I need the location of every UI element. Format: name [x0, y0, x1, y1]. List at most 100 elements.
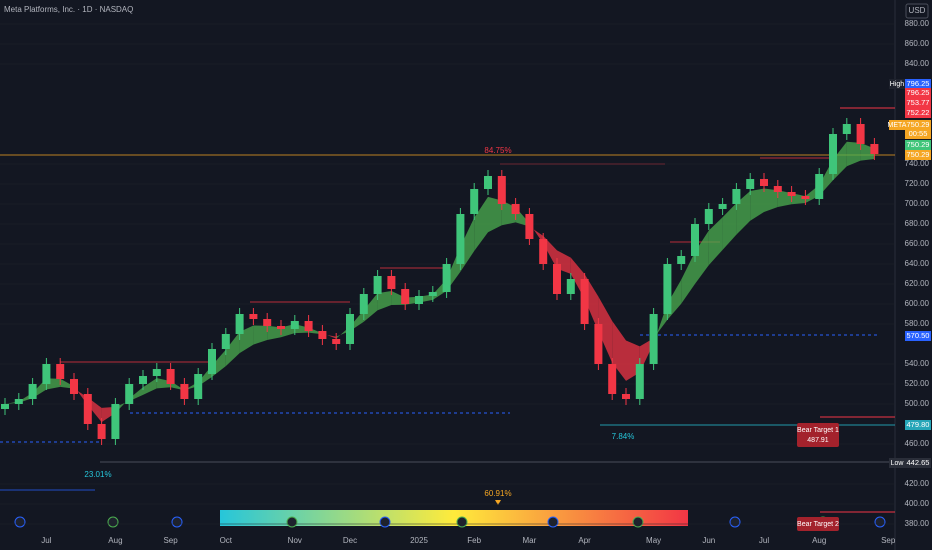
candle-body	[14, 399, 23, 404]
target-label: Bear Target 1	[797, 427, 839, 434]
gauge-bar	[220, 510, 688, 526]
candle-body	[691, 224, 699, 256]
ribbon	[143, 378, 157, 395]
ribbon	[267, 325, 281, 340]
y-tick-label: 720.00	[905, 179, 930, 188]
annotation: 60.91%	[484, 489, 511, 498]
candle-body	[28, 384, 37, 399]
candle-body	[277, 326, 285, 329]
candle-body	[304, 321, 313, 331]
y-tick-label: 880.00	[905, 19, 930, 28]
ribbon	[474, 196, 488, 252]
x-tick-label: Sep	[881, 536, 896, 545]
candle-body	[842, 124, 851, 134]
axis-tag: 00:55	[909, 129, 928, 138]
event-icon	[107, 516, 119, 528]
event-icon	[171, 516, 183, 528]
axis-tag: 796.25	[907, 79, 930, 88]
candle-body	[111, 404, 120, 439]
ribbon	[377, 291, 392, 311]
axis-tag-name-bg	[889, 458, 905, 468]
candle-body	[760, 179, 768, 186]
axis-tag-name-bg	[889, 120, 905, 130]
y-tick-label: 580.00	[905, 319, 930, 328]
ribbon	[336, 326, 350, 339]
target-box	[797, 423, 839, 447]
candle-body	[704, 209, 713, 224]
candle-body	[539, 239, 548, 264]
candle-body	[332, 339, 341, 344]
axis-tag-bg	[905, 79, 931, 89]
ribbon	[363, 293, 378, 322]
candle-body	[773, 186, 782, 192]
ribbon	[695, 230, 709, 284]
ribbon	[253, 325, 268, 345]
x-tick-label: Jul	[759, 536, 769, 545]
gauge-marker	[495, 500, 501, 505]
y-tick-label: 660.00	[905, 239, 930, 248]
ribbon	[750, 188, 764, 221]
candle-body	[139, 376, 147, 384]
y-tick-label: 600.00	[905, 299, 930, 308]
ribbon	[722, 203, 737, 250]
ribbon	[529, 223, 544, 244]
annotation: 7.84%	[612, 432, 635, 441]
candle-body	[442, 264, 451, 292]
candle-body	[415, 296, 423, 304]
candle-body	[732, 189, 741, 204]
annotation: 23.01%	[84, 470, 111, 479]
candle-body	[608, 364, 617, 394]
candle-body	[83, 394, 92, 424]
y-tick-label: 400.00	[905, 499, 930, 508]
candle-body	[221, 334, 230, 349]
event-icon	[456, 516, 468, 528]
candle-body	[387, 276, 396, 289]
axis-tag-name: High	[890, 81, 905, 88]
x-tick-label: Feb	[467, 536, 481, 545]
candle-body	[553, 264, 561, 294]
candle-body	[456, 214, 465, 264]
y-tick-label: 640.00	[905, 259, 930, 268]
event-icon	[286, 516, 298, 528]
x-tick-label: Jun	[702, 536, 715, 545]
event-icon	[874, 516, 886, 528]
event-icon	[379, 516, 391, 528]
axis-tag: 750.29	[907, 120, 930, 129]
x-tick-label: Mar	[523, 536, 537, 545]
axis-tag-bg	[905, 140, 931, 150]
candle-body	[166, 369, 175, 384]
x-tick-label: Dec	[343, 536, 357, 545]
candle-body	[566, 279, 575, 294]
axis-tag-name-bg	[889, 79, 905, 89]
candle-body	[580, 279, 589, 324]
ribbon	[846, 141, 861, 167]
y-tick-label: 500.00	[905, 399, 930, 408]
candle-body	[373, 276, 382, 294]
y-tick-label: 680.00	[905, 219, 930, 228]
currency: USD	[909, 6, 926, 15]
candle-body	[746, 179, 755, 189]
y-tick-label: 620.00	[905, 279, 930, 288]
candle-body	[622, 394, 630, 399]
axis-tag-name: META	[888, 122, 907, 129]
candle-body	[125, 384, 134, 404]
axis-tag: 753.77	[907, 98, 930, 107]
candle-body	[594, 324, 603, 364]
candle-body	[194, 374, 203, 399]
candle-body	[42, 364, 51, 384]
candle-body	[787, 192, 796, 196]
axis-tag: 570.50	[907, 331, 930, 340]
candle-body	[470, 189, 479, 214]
axis-tag-bg	[905, 120, 931, 130]
x-tick-label: May	[646, 536, 661, 545]
ribbon	[488, 196, 502, 233]
y-tick-label: 420.00	[905, 479, 930, 488]
candle-body	[635, 364, 644, 399]
candle-body	[263, 319, 272, 326]
axis-tag: 442.65	[907, 458, 930, 467]
y-tick-label: 740.00	[905, 159, 930, 168]
candle-body	[801, 196, 810, 199]
candle-body	[235, 314, 244, 334]
